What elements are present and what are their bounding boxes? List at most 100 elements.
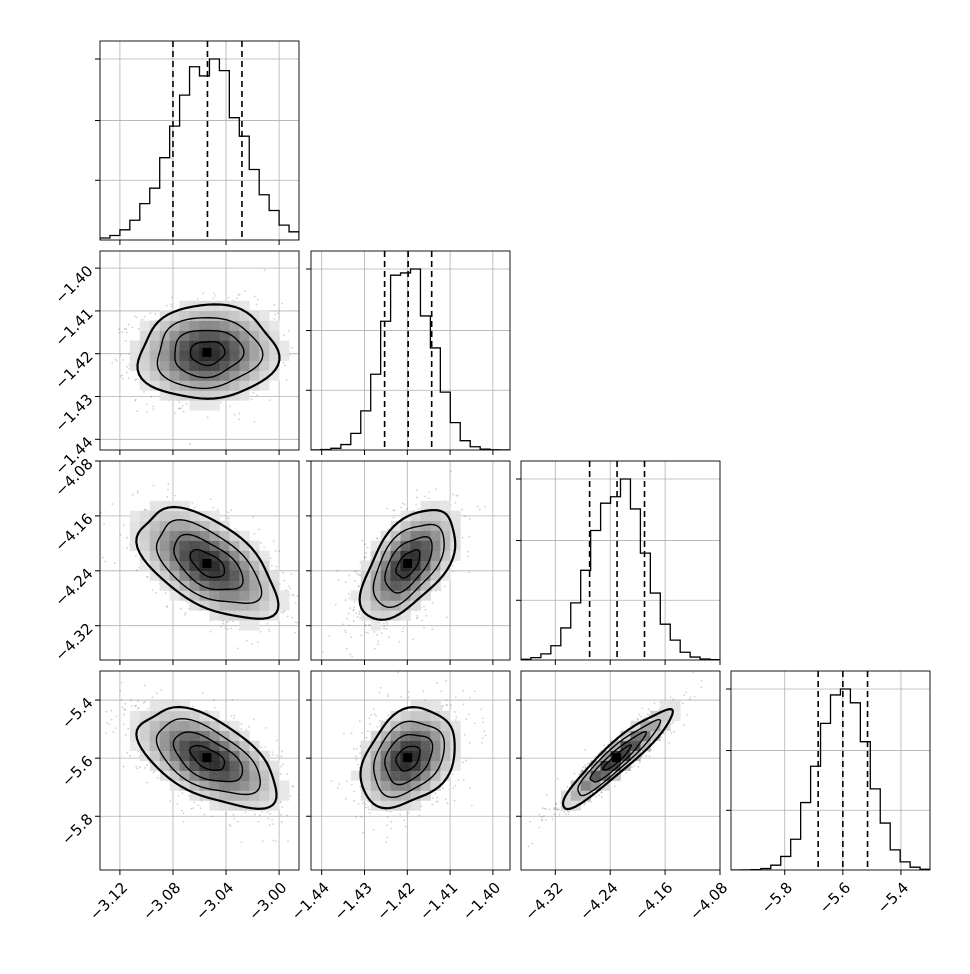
density-cell [160,351,170,361]
scatter-point [212,297,214,299]
density-cell [209,301,219,311]
scatter-point [111,503,113,505]
scatter-point [393,517,395,519]
density-cell [160,360,170,370]
scatter-point [272,823,274,825]
scatter-point [358,613,360,615]
scatter-point [271,565,273,567]
scatter-point [106,711,108,713]
scatter-point [227,621,229,623]
scatter-point [292,594,294,596]
scatter-point [143,702,145,704]
scatter-point [377,640,379,642]
scatter-point [421,620,423,622]
panel-2-1 [306,461,510,665]
density-cell [140,531,150,541]
scatter-point [276,566,278,568]
density-cell [371,580,381,590]
scatter-point [171,306,173,308]
scatter-point [269,399,271,401]
scatter-point [197,298,199,300]
scatter-point [252,516,254,518]
scatter-point [103,523,105,525]
scatter-point [227,628,229,630]
scatter-point [128,368,130,370]
scatter-point [484,506,486,508]
density-cell [140,511,150,521]
scatter-point [167,483,169,485]
scatter-point [348,613,350,615]
scatter-point [349,607,351,609]
scatter-point [228,518,230,520]
scatter-point [150,396,152,398]
density-cell [180,321,190,331]
scatter-point [120,375,122,377]
density-peak [202,348,211,357]
density-cell [160,331,170,341]
density-cell [239,531,249,541]
scatter-point [135,380,137,382]
density-cell [229,590,239,600]
scatter-point [136,316,138,318]
scatter-point [273,318,275,320]
scatter-point [187,602,189,604]
density-cell [381,590,391,600]
scatter-point [166,305,168,307]
scatter-point [253,533,255,535]
density-cell [170,531,180,541]
density-cell [180,551,190,561]
scatter-point [180,608,182,610]
density-cell [239,551,249,561]
density-cell [239,600,249,610]
scatter-point [120,354,122,356]
scatter-point [452,570,454,572]
scatter-point [281,755,283,757]
scatter-point [175,495,177,497]
scatter-point [179,401,181,403]
scatter-point [424,496,426,498]
density-cell [420,531,430,541]
scatter-point [374,648,376,650]
scatter-point [115,727,117,729]
scatter-point [365,632,367,634]
scatter-point [294,621,296,623]
scatter-point [166,496,168,498]
scatter-point [435,488,437,490]
scatter-point [202,692,204,694]
density-peak [403,559,412,568]
scatter-point [126,366,128,368]
scatter-point [213,293,215,295]
density-cell [130,341,140,351]
scatter-point [469,536,471,538]
scatter-point [226,517,228,519]
density-cell [440,521,450,531]
panel-1-0 [67,251,319,455]
density-cell [219,321,229,331]
scatter-point [210,498,212,500]
density-cell [200,400,210,410]
scatter-point [288,585,290,587]
scatter-point [153,485,155,487]
scatter-point [358,585,360,587]
scatter-point [454,502,456,504]
scatter-point [345,581,347,583]
scatter-point [134,316,136,318]
scatter-point [238,418,240,420]
scatter-point [349,598,351,600]
scatter-point [284,580,286,582]
scatter-point [229,406,231,408]
density-cell [160,551,170,561]
scatter-point [381,632,383,634]
scatter-point [142,319,144,321]
scatter-point [111,362,113,364]
scatter-point [251,398,253,400]
scatter-point [416,497,418,499]
scatter-point [269,631,271,633]
scatter-point [228,297,230,299]
scatter-point [254,421,256,423]
density-cell [190,311,200,321]
scatter-point [135,400,137,402]
scatter-point [266,623,268,625]
scatter-point [282,572,284,574]
scatter-point [152,406,154,408]
